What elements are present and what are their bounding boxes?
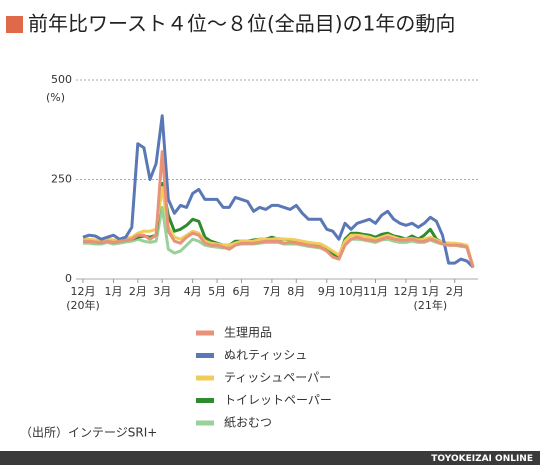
x-tick-label: 1月 <box>104 285 122 298</box>
legend-label: ティッシュペーパー <box>224 371 331 385</box>
chart-title: 前年比ワースト４位～８位(全品目)の1年の動向 <box>28 12 455 36</box>
x-tick-label: 12月 <box>393 285 418 298</box>
x-tick-label: 6月 <box>232 285 250 298</box>
legend-label: トイレットペーパー <box>224 393 332 407</box>
series-line <box>83 150 475 268</box>
x-tick-label: 7月 <box>263 285 281 298</box>
year-note: (20年) <box>66 298 100 312</box>
y-tick-label: 500 <box>51 73 72 86</box>
source: （出所）インテージSRI+ <box>20 426 157 440</box>
title-marker <box>6 16 23 33</box>
x-tick-label: 2月 <box>129 285 147 298</box>
y-tick-label: 0 <box>65 272 72 285</box>
y-tick-label: 250 <box>51 173 72 186</box>
legend-label: 生理用品 <box>224 326 272 340</box>
x-tick-label: 5月 <box>208 285 226 298</box>
footer-bar <box>0 451 540 465</box>
x-tick-label: 8月 <box>287 285 305 298</box>
x-tick-label: 9月 <box>318 285 336 298</box>
y-unit: (%) <box>46 91 65 104</box>
brand: TOYOKEIZAI ONLINE <box>431 454 533 464</box>
x-tick-label: 10月 <box>339 285 364 298</box>
year-note: (21年) <box>414 298 448 312</box>
x-tick-label: 2月 <box>446 285 464 298</box>
x-tick-label: 1月 <box>421 285 439 298</box>
legend-label: ぬれティッシュ <box>224 348 307 362</box>
series-line <box>82 114 475 269</box>
x-tick-label: 3月 <box>153 285 171 298</box>
x-tick-label: 11月 <box>363 285 388 298</box>
x-tick-label: 4月 <box>184 285 202 298</box>
legend-label: 紙おむつ <box>224 415 272 430</box>
x-tick-label: 12月 <box>71 285 96 298</box>
